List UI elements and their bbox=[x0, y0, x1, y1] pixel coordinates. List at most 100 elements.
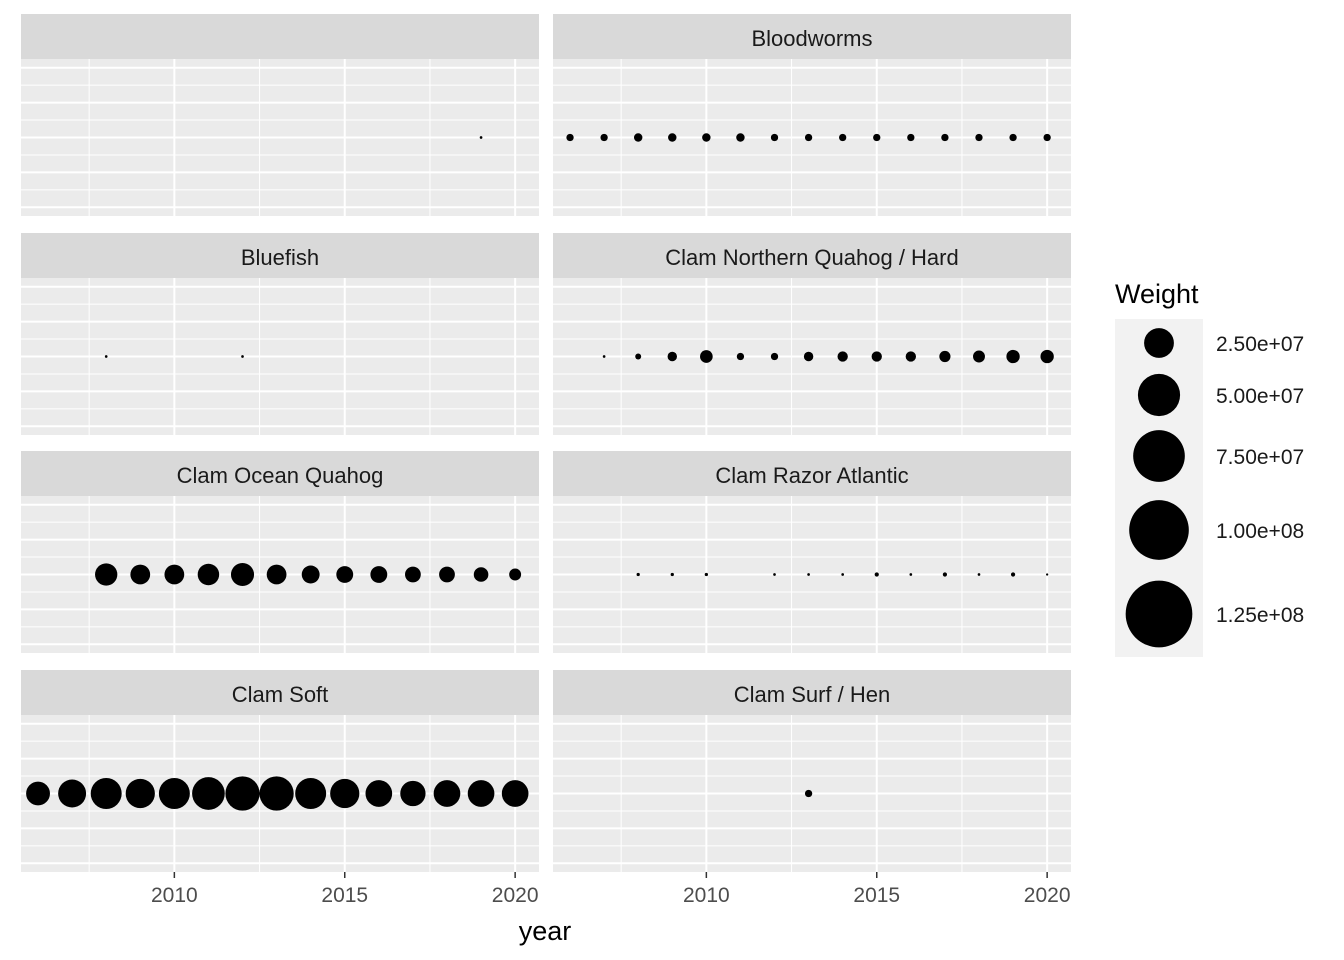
data-point bbox=[509, 568, 522, 581]
data-point bbox=[197, 563, 220, 586]
data-point bbox=[973, 350, 985, 363]
data-point bbox=[939, 350, 951, 363]
data-point bbox=[807, 573, 810, 576]
data-point bbox=[330, 778, 360, 809]
data-point bbox=[473, 567, 489, 582]
facet-clam-soft: Clam Soft bbox=[21, 670, 539, 872]
legend-label: 7.50e+07 bbox=[1216, 446, 1304, 469]
facet-strip bbox=[553, 670, 1071, 715]
grid bbox=[553, 59, 1071, 216]
legend-key-circle bbox=[1144, 328, 1174, 358]
data-point bbox=[941, 133, 949, 142]
data-point bbox=[301, 565, 320, 584]
data-point bbox=[1006, 349, 1020, 364]
facet-strip bbox=[553, 451, 1071, 496]
data-point bbox=[736, 133, 745, 142]
data-point bbox=[942, 572, 948, 577]
data-point bbox=[130, 564, 151, 585]
data-point bbox=[1009, 133, 1017, 142]
data-point bbox=[635, 353, 642, 360]
data-point bbox=[600, 133, 608, 142]
data-point bbox=[668, 133, 677, 142]
data-point bbox=[977, 573, 981, 576]
grid bbox=[21, 715, 539, 872]
data-point bbox=[241, 355, 244, 358]
data-point bbox=[225, 776, 260, 811]
data-point bbox=[433, 780, 461, 807]
facet-bloodworms: Bloodworms bbox=[553, 14, 1071, 216]
legend-label: 1.25e+08 bbox=[1216, 604, 1304, 627]
facet-strip-label: Clam Surf / Hen bbox=[734, 682, 891, 707]
data-point bbox=[670, 572, 674, 577]
data-point bbox=[804, 789, 813, 798]
data-point bbox=[467, 780, 495, 807]
x-tick-label: 2010 bbox=[683, 884, 730, 907]
data-point bbox=[839, 133, 847, 142]
data-point bbox=[104, 355, 108, 358]
legend-key-circle bbox=[1133, 430, 1185, 482]
data-point bbox=[95, 563, 118, 586]
facet-clam-northern-quahog-hard: Clam Northern Quahog / Hard bbox=[553, 233, 1071, 435]
data-point bbox=[295, 778, 327, 809]
data-point bbox=[874, 572, 879, 577]
facet-strip bbox=[553, 233, 1071, 278]
data-point bbox=[704, 572, 708, 577]
data-point bbox=[837, 351, 848, 362]
facet-strip-label: Clam Northern Quahog / Hard bbox=[665, 245, 958, 270]
facet-clam-surf-hen: Clam Surf / Hen bbox=[553, 670, 1071, 872]
legend-key-circle bbox=[1129, 500, 1189, 560]
facet-strip-label: Clam Razor Atlantic bbox=[715, 463, 908, 488]
data-point bbox=[736, 352, 745, 361]
data-point bbox=[803, 351, 814, 362]
facet-strip bbox=[21, 14, 539, 59]
data-point bbox=[158, 778, 190, 809]
data-point bbox=[905, 351, 916, 362]
data-point bbox=[266, 564, 287, 585]
data-point bbox=[702, 133, 711, 142]
points bbox=[566, 133, 1051, 142]
points bbox=[636, 572, 1049, 577]
facet-clam-razor-atlantic: Clam Razor Atlantic bbox=[553, 451, 1071, 653]
data-point bbox=[871, 351, 882, 362]
data-point bbox=[636, 572, 640, 577]
facet-strip-label: Bloodworms bbox=[751, 26, 872, 51]
data-point bbox=[230, 562, 255, 587]
data-point bbox=[192, 777, 225, 810]
data-point bbox=[1010, 572, 1016, 577]
facet-bluefish: Bluefish bbox=[21, 233, 539, 435]
legend-label: 1.00e+08 bbox=[1216, 520, 1304, 543]
data-point bbox=[336, 566, 354, 583]
x-tick-label: 2015 bbox=[321, 884, 368, 907]
data-point bbox=[667, 351, 677, 362]
legend-label: 2.50e+07 bbox=[1216, 333, 1304, 356]
points bbox=[602, 349, 1054, 364]
facet-strip bbox=[21, 451, 539, 496]
points bbox=[104, 355, 244, 358]
facets-layer: Bloodworms Bluefish Clam Northern Quahog /… bbox=[21, 14, 1071, 872]
data-point bbox=[164, 564, 185, 585]
x-axis: 2010 2015 2020 2010 2015 2020 bbox=[151, 872, 1071, 907]
data-point bbox=[909, 573, 913, 576]
points bbox=[26, 776, 529, 811]
points bbox=[479, 136, 483, 139]
grid bbox=[553, 278, 1071, 435]
x-tick-label: 2020 bbox=[1024, 884, 1071, 907]
data-point bbox=[90, 778, 122, 809]
legend-title: Weight bbox=[1115, 279, 1199, 309]
data-point bbox=[975, 133, 983, 142]
grid bbox=[21, 59, 539, 216]
data-point bbox=[1040, 349, 1054, 364]
data-point bbox=[58, 779, 87, 808]
x-tick-label: 2020 bbox=[492, 884, 539, 907]
grid bbox=[21, 278, 539, 435]
data-point bbox=[773, 573, 776, 576]
facet-strip-label: Clam Ocean Quahog bbox=[177, 463, 384, 488]
facet-clam-ocean-quahog: Clam Ocean Quahog bbox=[21, 451, 539, 653]
data-point bbox=[26, 781, 50, 806]
data-point bbox=[700, 350, 713, 363]
data-point bbox=[125, 778, 155, 809]
data-point bbox=[841, 573, 845, 576]
x-tick-label: 2010 bbox=[151, 884, 198, 907]
data-point bbox=[439, 566, 455, 583]
